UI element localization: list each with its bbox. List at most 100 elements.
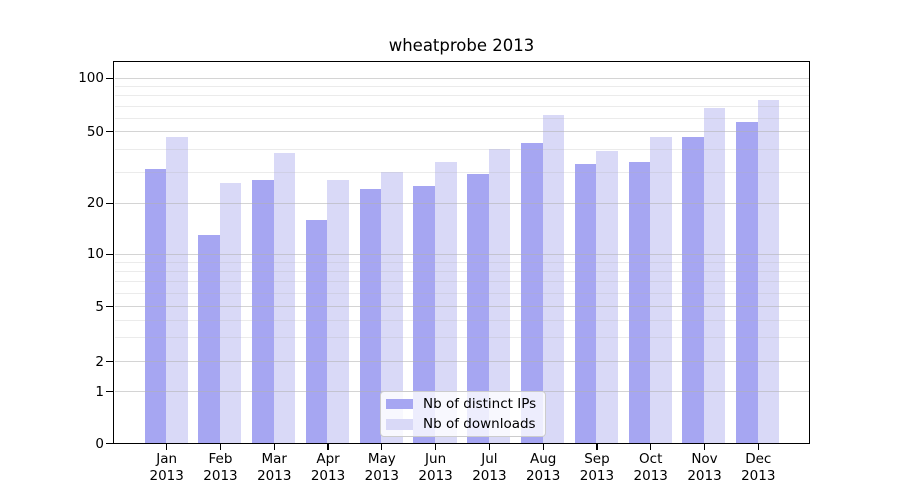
- gridline-major: [114, 202, 809, 204]
- x-tick-mark: [542, 444, 544, 451]
- x-tick-mark: [596, 444, 598, 451]
- chart-title: wheatprobe 2013: [388, 36, 535, 55]
- x-tick-label: Feb 2013: [191, 451, 249, 484]
- gridline-minor: [114, 337, 809, 339]
- legend-label-distinct-ips: Nb of distinct IPs: [423, 395, 537, 412]
- x-tick-year: 2013: [149, 467, 184, 484]
- x-tick-label: Jun 2013: [407, 451, 465, 484]
- bar-downloads-jun: [435, 161, 457, 444]
- x-tick-mark: [703, 444, 706, 451]
- legend-swatch-downloads: [386, 419, 413, 430]
- y-tick-mark: [106, 361, 113, 363]
- x-tick-year: 2013: [633, 467, 668, 484]
- x-tick-month: Jun: [425, 451, 447, 467]
- x-tick-month: Mar: [261, 451, 287, 467]
- x-tick-year: 2013: [741, 467, 776, 484]
- x-tick-label: Jan 2013: [138, 451, 196, 484]
- gridline-minor: [114, 105, 809, 107]
- gridline-major: [114, 361, 809, 363]
- x-tick-label: Nov 2013: [676, 451, 734, 484]
- bar-distinct-ips-apr: [305, 219, 328, 444]
- x-tick-label: Jul 2013: [460, 451, 518, 484]
- y-tick-mark: [106, 253, 113, 255]
- gridline-minor: [114, 95, 809, 97]
- x-tick-mark: [381, 444, 383, 451]
- bar-downloads-may: [381, 171, 403, 444]
- legend-label-downloads: Nb of downloads: [423, 416, 536, 433]
- legend: Nb of distinct IPs Nb of downloads: [380, 391, 546, 437]
- x-tick-label: May 2013: [353, 451, 411, 484]
- x-tick-label: Dec 2013: [729, 451, 787, 484]
- x-tick-year: 2013: [687, 467, 722, 484]
- y-tick-label: 2: [95, 353, 104, 370]
- x-tick-label: Mar 2013: [245, 451, 303, 484]
- x-tick-mark: [757, 444, 759, 451]
- bar-distinct-ips-aug: [520, 143, 543, 444]
- x-tick-month: Apr: [316, 451, 340, 467]
- bar-distinct-ips-jul: [467, 174, 489, 444]
- bar-distinct-ips-mar: [252, 179, 274, 444]
- x-tick-year: 2013: [579, 467, 615, 484]
- y-tick-mark: [106, 131, 113, 133]
- bar-downloads-mar: [273, 153, 296, 444]
- x-tick-mark: [488, 444, 491, 451]
- legend-swatch-distinct-ips: [386, 398, 413, 409]
- x-tick-label: Oct 2013: [622, 451, 680, 484]
- x-tick-month: Aug: [529, 451, 557, 467]
- gridline-major: [114, 131, 809, 133]
- bar-downloads-apr: [327, 179, 350, 444]
- legend-item-distinct-ips: Nb of distinct IPs: [386, 395, 540, 413]
- x-tick-year: 2013: [472, 467, 507, 484]
- gridline-major: [114, 77, 809, 79]
- y-tick-label: 5: [95, 298, 104, 315]
- x-tick-month: Nov: [691, 451, 718, 467]
- y-tick-label: 50: [86, 123, 104, 140]
- gridline-major: [114, 253, 809, 255]
- y-tick-mark: [106, 442, 113, 445]
- bar-distinct-ips-nov: [682, 136, 704, 444]
- x-tick-month: May: [367, 451, 396, 467]
- y-tick-mark: [106, 391, 113, 393]
- bar-distinct-ips-oct: [628, 161, 651, 444]
- x-tick-month: Oct: [639, 451, 663, 467]
- x-tick-year: 2013: [203, 467, 238, 484]
- bar-downloads-oct: [650, 136, 672, 444]
- bar-downloads-jan: [166, 136, 188, 444]
- bar-distinct-ips-sep: [574, 164, 597, 444]
- gridline-minor: [114, 117, 809, 119]
- bar-downloads-sep: [596, 151, 618, 444]
- x-tick-year: 2013: [525, 467, 561, 484]
- x-tick-mark: [219, 444, 222, 451]
- y-tick-label: 1: [95, 383, 104, 400]
- y-tick-mark: [106, 77, 113, 79]
- x-tick-mark: [650, 444, 652, 451]
- legend-item-downloads: Nb of downloads: [386, 416, 540, 434]
- x-tick-year: 2013: [310, 467, 346, 484]
- x-tick-month: Feb: [208, 451, 233, 467]
- y-tick-label: 100: [78, 70, 104, 87]
- x-tick-mark: [327, 444, 329, 451]
- x-tick-month: Dec: [745, 451, 772, 467]
- gridline-minor: [114, 171, 809, 173]
- gridline-minor: [114, 86, 809, 88]
- x-tick-mark: [434, 444, 437, 451]
- x-tick-year: 2013: [257, 467, 292, 484]
- x-tick-month: Jan: [156, 451, 178, 467]
- x-tick-month: Jul: [481, 451, 498, 467]
- gridline-minor: [114, 262, 809, 264]
- bar-downloads-jul: [488, 149, 511, 444]
- gridline-minor: [114, 149, 809, 151]
- bar-distinct-ips-dec: [736, 121, 758, 444]
- x-tick-label: Sep 2013: [568, 451, 626, 484]
- y-tick-label: 0: [95, 435, 104, 452]
- y-tick-label: 20: [86, 195, 104, 212]
- gridline-major: [114, 306, 809, 308]
- x-tick-year: 2013: [364, 467, 399, 484]
- x-tick-year: 2013: [418, 467, 453, 484]
- x-tick-mark: [273, 444, 275, 451]
- y-tick-mark: [106, 306, 113, 308]
- bar-downloads-nov: [703, 108, 726, 444]
